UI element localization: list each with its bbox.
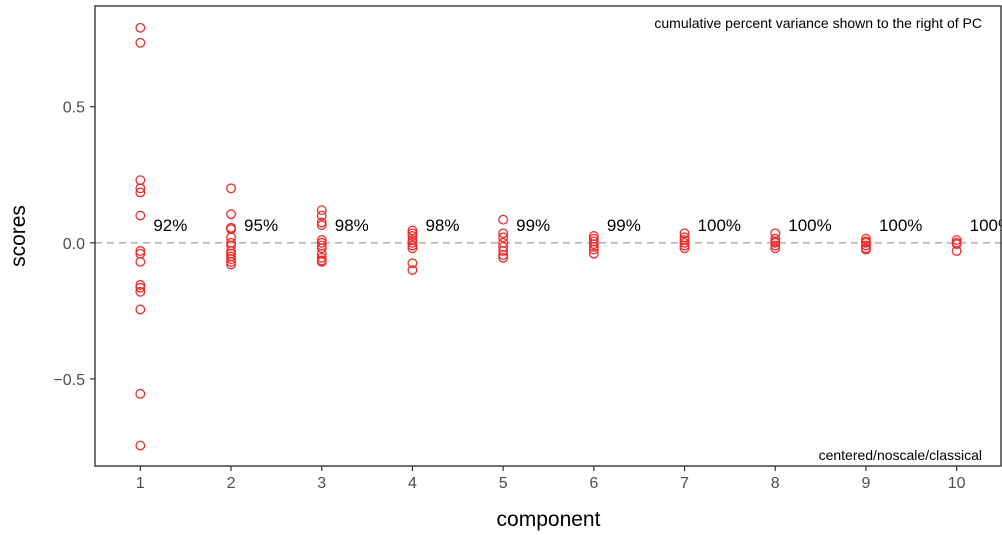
cumulative-variance-label: 99% bbox=[516, 216, 550, 235]
score-point bbox=[770, 240, 781, 251]
cumulative-variance-label: 100% bbox=[879, 216, 922, 235]
score-point bbox=[407, 240, 418, 251]
score-point bbox=[498, 228, 509, 239]
score-point bbox=[135, 187, 146, 198]
cumulative-variance-label: 98% bbox=[335, 216, 369, 235]
cumulative-variance-label: 100% bbox=[788, 216, 831, 235]
score-point bbox=[316, 243, 327, 254]
x-tick-label: 8 bbox=[771, 475, 780, 492]
variance-labels-layer: 92% 95% 98% 98% 99% 99% 100% 100% 100% 100% bbox=[153, 216, 1002, 235]
score-point bbox=[407, 225, 418, 236]
score-point bbox=[407, 258, 418, 269]
score-point bbox=[861, 237, 871, 248]
score-point bbox=[770, 233, 781, 244]
score-point bbox=[135, 22, 146, 33]
score-point bbox=[135, 304, 146, 315]
score-point bbox=[407, 228, 418, 239]
cumulative-variance-label: 100% bbox=[698, 216, 741, 235]
cumulative-variance-label: 99% bbox=[607, 216, 641, 235]
score-point bbox=[316, 237, 327, 248]
x-tick-label: 10 bbox=[948, 475, 966, 492]
annotation-bottom-right: centered/noscale/classical bbox=[819, 447, 982, 463]
cumulative-variance-label: 100% bbox=[970, 216, 1002, 235]
score-point bbox=[861, 233, 871, 244]
score-point bbox=[861, 240, 871, 251]
score-point bbox=[226, 209, 237, 220]
score-point bbox=[498, 214, 509, 225]
score-point bbox=[135, 256, 146, 267]
score-point bbox=[316, 252, 327, 263]
score-point bbox=[316, 210, 327, 221]
x-tick-label: 4 bbox=[408, 475, 417, 492]
score-point bbox=[135, 210, 146, 221]
y-axis-title: scores bbox=[7, 205, 30, 267]
score-point bbox=[679, 243, 690, 254]
score-point bbox=[588, 248, 599, 259]
score-point bbox=[226, 254, 237, 265]
x-axis: 1 2 3 4 5 6 7 8 9 10 bbox=[136, 466, 966, 492]
score-point bbox=[498, 252, 509, 263]
score-point bbox=[588, 244, 599, 255]
score-point bbox=[316, 217, 327, 228]
score-point bbox=[135, 388, 146, 399]
score-point bbox=[226, 183, 237, 194]
score-point bbox=[770, 243, 781, 254]
score-point bbox=[770, 237, 781, 248]
score-point bbox=[135, 183, 146, 194]
score-point bbox=[951, 246, 962, 256]
cumulative-variance-label: 95% bbox=[244, 216, 278, 235]
score-point bbox=[135, 286, 146, 297]
score-point bbox=[498, 232, 509, 243]
score-point bbox=[861, 244, 871, 255]
x-axis-title: component bbox=[497, 508, 601, 531]
score-point bbox=[498, 250, 509, 261]
x-tick-label: 6 bbox=[589, 475, 598, 492]
x-tick-label: 3 bbox=[317, 475, 326, 492]
score-point bbox=[135, 282, 146, 293]
annotation-top-right: cumulative percent variance shown to the… bbox=[654, 15, 982, 31]
y-axis: −0.5 0.0 0.5 bbox=[53, 100, 95, 389]
score-point bbox=[588, 239, 599, 250]
y-tick-label: 0.0 bbox=[63, 236, 85, 253]
score-point bbox=[135, 440, 146, 451]
score-point bbox=[135, 280, 146, 290]
score-point bbox=[407, 237, 418, 248]
score-point bbox=[135, 246, 146, 256]
score-point bbox=[588, 241, 599, 252]
score-point bbox=[951, 235, 962, 246]
score-point bbox=[407, 243, 418, 254]
x-tick-label: 2 bbox=[227, 475, 236, 492]
cumulative-variance-label: 98% bbox=[425, 216, 459, 235]
score-point bbox=[679, 228, 690, 239]
x-tick-label: 9 bbox=[861, 475, 870, 492]
score-point bbox=[226, 259, 237, 270]
plot-panel-border bbox=[94, 5, 1002, 467]
score-point bbox=[407, 265, 418, 275]
score-point bbox=[226, 256, 237, 267]
x-tick-label: 7 bbox=[680, 475, 689, 492]
cumulative-variance-label: 92% bbox=[153, 216, 187, 235]
score-point bbox=[951, 239, 962, 250]
y-tick-label: 0.5 bbox=[63, 100, 85, 117]
score-point bbox=[679, 240, 690, 251]
score-point bbox=[316, 220, 327, 231]
score-point bbox=[316, 256, 327, 267]
score-point bbox=[135, 37, 146, 48]
score-point bbox=[407, 231, 418, 241]
x-tick-label: 5 bbox=[499, 475, 508, 492]
x-tick-label: 1 bbox=[136, 475, 145, 492]
score-point bbox=[316, 205, 327, 216]
score-point bbox=[498, 246, 509, 256]
score-point bbox=[679, 237, 690, 248]
score-points-layer bbox=[135, 22, 962, 451]
y-tick-label: −0.5 bbox=[53, 372, 85, 389]
score-point bbox=[135, 175, 146, 186]
